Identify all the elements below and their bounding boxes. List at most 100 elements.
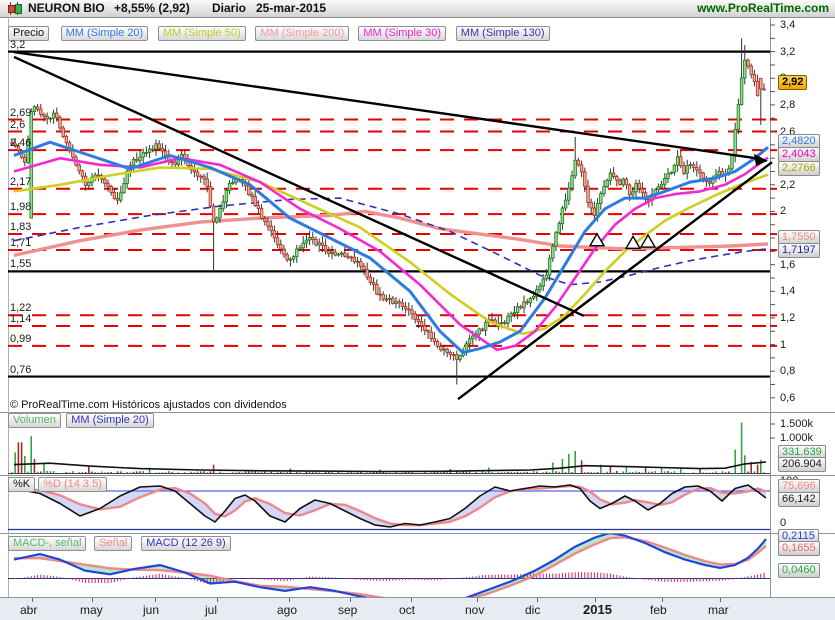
chart-date: 25-mar-2015 bbox=[256, 1, 327, 15]
daily-change: +8,55% (2,92) bbox=[114, 1, 190, 15]
buy-arrow-marker bbox=[624, 234, 642, 250]
buy-arrow-marker bbox=[639, 233, 657, 248]
price-axis-tick-label: 1,2 bbox=[780, 311, 796, 324]
support-level-label: 0,76 bbox=[10, 363, 32, 376]
month-tick bbox=[720, 598, 721, 602]
month-tick bbox=[92, 598, 93, 602]
macd-badge: 0,2115 bbox=[778, 529, 819, 544]
price-badge: 2,4043 bbox=[778, 147, 820, 162]
month-label: feb bbox=[650, 603, 667, 617]
macd-line bbox=[13, 534, 767, 597]
price-legend-chip-1[interactable]: MM (Simple 20) bbox=[60, 26, 149, 41]
mm50-line bbox=[13, 166, 769, 336]
title-bar: NEURON BIO +8,55% (2,92) Diario 25-mar-2… bbox=[0, 0, 835, 18]
price-panel bbox=[8, 24, 777, 401]
month-label: 2015 bbox=[583, 602, 612, 617]
month-label: dic bbox=[525, 603, 541, 617]
volume-panel bbox=[8, 422, 775, 474]
month-label: oct bbox=[399, 603, 416, 617]
trendline bbox=[457, 161, 773, 401]
mm200-line bbox=[13, 209, 769, 258]
stoch-k-line bbox=[13, 484, 767, 528]
price-legend-chip-5[interactable]: MM (Simple 130) bbox=[455, 26, 550, 41]
prorealtime-link[interactable]: www.ProRealTime.com bbox=[696, 1, 829, 15]
stoch-d-line bbox=[13, 484, 767, 527]
price-badge: 2,2766 bbox=[778, 161, 820, 176]
support-level-label: 1,83 bbox=[10, 221, 32, 234]
macd-legend-chip-0[interactable]: MACD-, señal bbox=[8, 536, 87, 551]
trendline-arrowhead bbox=[754, 153, 768, 166]
support-level-label: 2,6 bbox=[10, 118, 26, 131]
month-label: may bbox=[80, 603, 103, 617]
price-legend-chip-4[interactable]: MM (Simple 30) bbox=[358, 26, 447, 41]
volume-legend-chip-1[interactable]: MM (Simple 20) bbox=[66, 413, 154, 428]
support-level-label: 1,22 bbox=[10, 302, 32, 315]
price-badge: 1,7550 bbox=[778, 230, 820, 245]
price-badge: 2,92 bbox=[778, 75, 808, 90]
support-level-label: 0,99 bbox=[10, 332, 32, 345]
stochastic-panel bbox=[8, 484, 770, 531]
price-axis-tick-label: 2,2 bbox=[780, 178, 796, 191]
indicator-axis-tick-label: 1.500k bbox=[780, 418, 814, 430]
month-tick bbox=[155, 598, 156, 602]
stoch-legend-chip-0[interactable]: %K bbox=[8, 477, 36, 492]
support-level-label: 2,17 bbox=[10, 175, 32, 188]
symbol-name: NEURON BIO bbox=[28, 1, 105, 15]
price-axis-tick-label: 1,4 bbox=[780, 285, 796, 298]
support-level-label: 1,71 bbox=[10, 237, 32, 250]
price-axis-tick-label: 1,6 bbox=[780, 258, 796, 271]
buy-arrow-marker bbox=[588, 232, 606, 247]
support-level-label: 3,2 bbox=[10, 38, 26, 51]
month-label: sep bbox=[338, 603, 358, 617]
month-tick bbox=[350, 598, 351, 602]
price-axis-tick-label: 2 bbox=[780, 205, 787, 218]
stoch-legend-chip-1[interactable]: %D (14 3 5) bbox=[38, 477, 107, 492]
volume-legend-chip-0[interactable]: Volumen bbox=[8, 413, 61, 428]
indicator-axis-tick-label: 0 bbox=[780, 517, 787, 529]
mm20-line bbox=[13, 140, 769, 355]
indicator-axis-tick-label: 1.000k bbox=[780, 432, 814, 444]
price-legend-chip-2[interactable]: MM (Simple 50) bbox=[158, 26, 246, 41]
support-level-label: 1,98 bbox=[10, 201, 32, 214]
support-level-label: 1,55 bbox=[10, 258, 32, 271]
candlestick-icon bbox=[6, 2, 22, 15]
price-badge: 1,7197 bbox=[778, 243, 820, 258]
macd-badge: 0,1655 bbox=[778, 541, 820, 556]
month-tick bbox=[662, 598, 663, 602]
month-tick bbox=[32, 598, 33, 602]
month-tick bbox=[217, 598, 218, 602]
macd-signal-line bbox=[14, 536, 767, 597]
macd-legend-chip-1[interactable]: Señal bbox=[94, 536, 133, 551]
stoch-badge: 66,142 bbox=[778, 492, 820, 507]
mm130-line bbox=[13, 197, 769, 286]
time-axis[interactable]: abr may jun jul ago sep oct nov dic 2015 feb mar bbox=[0, 597, 835, 620]
month-tick bbox=[595, 598, 596, 602]
month-label: mar bbox=[708, 603, 729, 617]
price-axis-tick-label: 3,2 bbox=[780, 45, 796, 58]
month-label: jun bbox=[143, 603, 160, 617]
month-label: jul bbox=[205, 603, 218, 617]
month-tick bbox=[537, 598, 538, 602]
trendline bbox=[13, 50, 761, 161]
support-level-label: 1,14 bbox=[10, 312, 32, 325]
price-legend-chip-3[interactable]: MM (Simple 200) bbox=[255, 26, 350, 41]
price-axis-tick-label: 3,4 bbox=[780, 19, 796, 31]
macd-badge: 0,0460 bbox=[778, 563, 820, 578]
month-label: nov bbox=[465, 603, 485, 617]
candles bbox=[10, 38, 766, 385]
month-label: abr bbox=[20, 603, 38, 617]
support-level-label: 2,46 bbox=[10, 137, 32, 150]
copyright-note: © ProRealTime.com Históricos ajustados c… bbox=[10, 399, 287, 411]
price-legend-chip-0[interactable]: Precio bbox=[8, 26, 50, 41]
price-axis-tick-label: 2,8 bbox=[780, 98, 796, 111]
month-tick bbox=[477, 598, 478, 602]
macd-panel bbox=[8, 534, 770, 597]
month-tick bbox=[411, 598, 412, 602]
volume-ma-line bbox=[13, 461, 767, 473]
price-axis-tick-label: 1 bbox=[780, 338, 787, 351]
timeframe: Diario bbox=[212, 1, 247, 15]
macd-legend-chip-2[interactable]: MACD (12 26 9) bbox=[141, 536, 231, 551]
price-axis-tick-label: 0,6 bbox=[780, 391, 796, 404]
